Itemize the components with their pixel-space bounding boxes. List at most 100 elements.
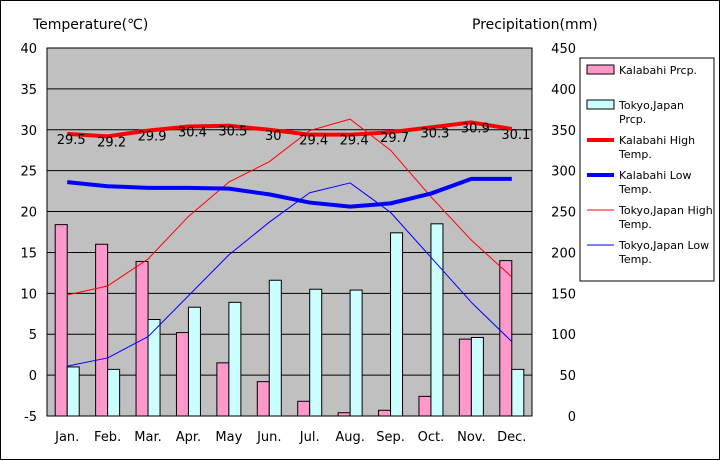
bar bbox=[135, 260, 149, 417]
data-label: 30.9 bbox=[461, 121, 490, 136]
legend-label: Temp. bbox=[618, 218, 652, 231]
bar-series-group bbox=[54, 223, 525, 417]
data-label: 29.2 bbox=[97, 135, 126, 150]
left-tick-label: 30 bbox=[20, 124, 37, 139]
data-label: 29.5 bbox=[57, 133, 86, 148]
left-tick-label: -5 bbox=[24, 410, 37, 425]
category-axis: Jan. Feb. Mar. Apr. May Jun. Jul. Aug. Sep. Oct. N… bbox=[54, 430, 526, 445]
right-tick-label: 200 bbox=[551, 246, 576, 261]
series-line bbox=[67, 182, 513, 367]
plot-area bbox=[46, 47, 533, 417]
bar bbox=[297, 400, 311, 417]
bar bbox=[511, 368, 525, 417]
bar bbox=[175, 332, 189, 417]
right-axis-title: Precipitation(mm) bbox=[472, 17, 598, 33]
bar bbox=[107, 368, 121, 417]
category-label: May bbox=[215, 430, 242, 445]
legend-label: Prcp. bbox=[619, 113, 646, 126]
series-line bbox=[67, 118, 513, 296]
category-label: Jul. bbox=[299, 430, 320, 445]
category-label: Jun. bbox=[256, 430, 281, 445]
bar bbox=[418, 395, 432, 417]
right-tick-label: 50 bbox=[559, 369, 576, 384]
bar bbox=[216, 362, 230, 417]
bar bbox=[187, 306, 201, 417]
bar bbox=[349, 289, 363, 417]
data-label: 30.4 bbox=[178, 126, 207, 141]
bar bbox=[95, 243, 109, 417]
data-label: 30.5 bbox=[218, 125, 247, 140]
bar bbox=[337, 412, 351, 417]
right-tick-label: 350 bbox=[551, 124, 576, 139]
bar bbox=[309, 288, 323, 417]
bar bbox=[268, 279, 282, 417]
legend-swatch bbox=[586, 99, 615, 110]
legend-label: Temp. bbox=[618, 148, 652, 161]
grid-lines bbox=[47, 88, 532, 376]
left-tick-label: 20 bbox=[20, 206, 37, 221]
category-label: Nov. bbox=[457, 430, 486, 445]
right-tick-label: 0 bbox=[568, 410, 576, 425]
right-tick-label: 300 bbox=[551, 165, 576, 180]
left-tick-label: 35 bbox=[20, 83, 37, 98]
legend-box bbox=[579, 57, 715, 282]
data-label: 30.1 bbox=[501, 128, 530, 143]
data-label: 30 bbox=[265, 129, 282, 144]
data-label: 29.4 bbox=[340, 134, 369, 149]
right-tick-label: 400 bbox=[551, 83, 576, 98]
category-label: Dec. bbox=[497, 430, 526, 445]
right-tick-label: 250 bbox=[551, 206, 576, 221]
left-tick-label: 40 bbox=[20, 42, 37, 57]
right-tick-label: 100 bbox=[551, 328, 576, 343]
line-series-group bbox=[67, 118, 513, 367]
left-tick-label: 15 bbox=[20, 246, 37, 261]
bar bbox=[390, 232, 404, 417]
right-axis-ticks: 0 50 100 150 200 250 300 350 400 450 bbox=[551, 42, 576, 425]
left-axis-ticks: -5 0 5 10 15 20 25 30 35 40 bbox=[20, 42, 37, 425]
data-label: 30.3 bbox=[420, 126, 449, 141]
bar bbox=[54, 224, 68, 417]
bar bbox=[470, 336, 484, 417]
category-label: Apr. bbox=[176, 430, 201, 445]
legend-swatch bbox=[586, 64, 615, 75]
legend-label: Temp. bbox=[618, 183, 652, 196]
legend-label: Temp. bbox=[618, 253, 652, 266]
bar bbox=[458, 338, 472, 417]
left-tick-label: 25 bbox=[20, 165, 37, 180]
legend-label: Kalabahi Prcp. bbox=[619, 64, 697, 77]
category-label: Feb. bbox=[94, 430, 121, 445]
series-line bbox=[67, 120, 513, 139]
bar bbox=[256, 381, 270, 417]
data-label: 29.9 bbox=[138, 130, 167, 145]
legend-label: Tokyo,Japan High bbox=[618, 204, 713, 217]
data-label-group: 29.5 29.2 29.9 30.4 30.5 30 29.4 29.4 29.7 30.3 30… bbox=[57, 121, 531, 150]
right-tick-label: 150 bbox=[551, 287, 576, 302]
data-label: 29.4 bbox=[299, 134, 328, 149]
category-label: Jan. bbox=[54, 430, 79, 445]
category-label: Sep. bbox=[376, 430, 405, 445]
category-label: Mar. bbox=[134, 430, 161, 445]
left-tick-label: 0 bbox=[29, 369, 37, 384]
bar bbox=[430, 223, 444, 417]
left-axis-title: Temperature(℃) bbox=[32, 17, 148, 33]
legend-label: Kalabahi Low bbox=[619, 169, 691, 182]
bar bbox=[228, 301, 242, 417]
bar bbox=[147, 319, 161, 417]
legend-label: Kalabahi High bbox=[619, 134, 695, 147]
category-label: Oct. bbox=[418, 430, 445, 445]
bar bbox=[66, 366, 80, 417]
data-label: 29.7 bbox=[380, 131, 409, 146]
right-tick-label: 450 bbox=[551, 42, 576, 57]
left-tick-label: 5 bbox=[29, 328, 37, 343]
bar bbox=[378, 409, 392, 417]
legend-label: Tokyo,Japan Low bbox=[618, 239, 709, 252]
left-tick-label: 10 bbox=[20, 287, 37, 302]
category-label: Aug. bbox=[335, 430, 365, 445]
bar bbox=[499, 260, 513, 417]
series-line bbox=[67, 176, 512, 209]
legend-label: Tokyo,Japan bbox=[618, 99, 684, 112]
